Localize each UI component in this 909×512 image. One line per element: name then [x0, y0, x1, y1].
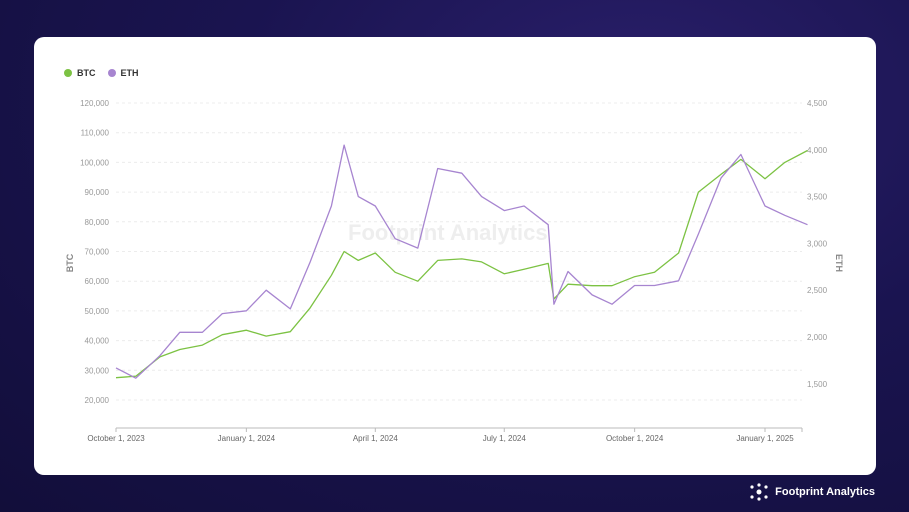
brand-name: Footprint Analytics: [775, 486, 875, 498]
legend-dot-btc: [64, 69, 72, 77]
legend-label-btc: BTC: [77, 68, 96, 78]
legend-item-btc[interactable]: BTC: [64, 68, 96, 78]
brand[interactable]: Footprint Analytics: [749, 483, 875, 501]
legend-dot-eth: [107, 69, 116, 77]
chart-legend: BTC ETH: [64, 68, 139, 78]
chart-card: [34, 37, 876, 475]
legend-label-eth: ETH: [120, 68, 139, 78]
footprint-logo-icon: [750, 483, 768, 501]
legend-item-eth[interactable]: ETH: [107, 68, 139, 78]
